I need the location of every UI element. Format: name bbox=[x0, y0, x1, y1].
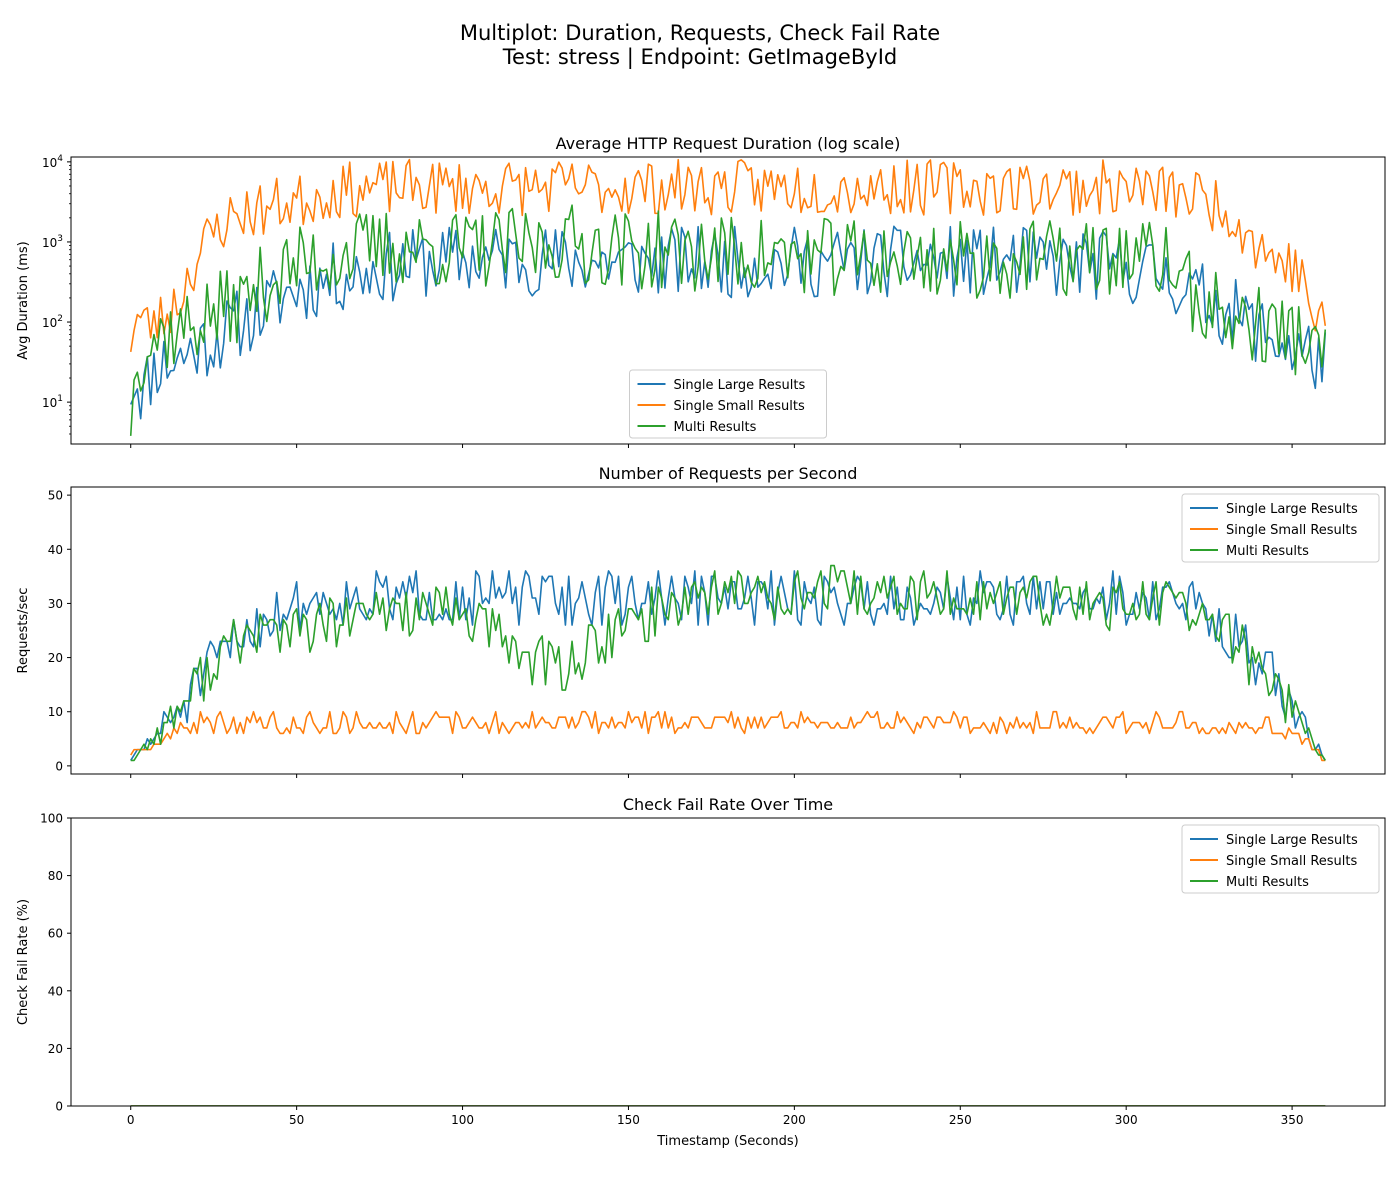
x-tick-label: 50 bbox=[289, 1113, 304, 1127]
plot-frame bbox=[70, 156, 1386, 445]
legend-label-single-large-results: Single Large Results bbox=[1226, 833, 1358, 848]
y-tick-label: 102 bbox=[42, 314, 63, 330]
panel-3: Check Fail Rate Over Time Check Fail Rate… bbox=[16, 795, 1386, 1149]
y-tick-label: 20 bbox=[48, 1042, 63, 1056]
series-line-multi-results bbox=[130, 564, 1326, 762]
y-tick-label: 20 bbox=[48, 651, 63, 665]
x-tick-label: 350 bbox=[1281, 1113, 1304, 1127]
legend-box bbox=[1181, 824, 1380, 894]
legend-label-single-small-results: Single Small Results bbox=[674, 399, 806, 414]
plot-frame bbox=[70, 817, 1386, 1107]
legend-label-single-large-results: Single Large Results bbox=[1226, 502, 1358, 517]
y-tick-label: 40 bbox=[48, 984, 63, 998]
x-axis-label: Timestamp (Seconds) bbox=[656, 1134, 798, 1149]
legend-label-multi-results: Multi Results bbox=[1226, 875, 1309, 890]
legend: Single Large Results Single Small Results… bbox=[629, 369, 827, 439]
y-tick-label: 10 bbox=[48, 705, 63, 719]
panel-2: Number of Requests per Second Requests/se… bbox=[16, 464, 1386, 778]
panel-title: Number of Requests per Second bbox=[599, 464, 858, 483]
legend-label-single-small-results: Single Small Results bbox=[1226, 854, 1358, 869]
y-tick-label: 100 bbox=[40, 812, 63, 826]
y-tick-label: 0 bbox=[55, 1100, 63, 1114]
figure-subtitle: Test: stress | Endpoint: GetImageById bbox=[502, 45, 898, 69]
legend-box bbox=[629, 369, 827, 439]
y-axis-label: Avg Duration (ms) bbox=[16, 241, 31, 359]
legend-label-single-large-results: Single Large Results bbox=[674, 378, 806, 393]
x-tick-label: 250 bbox=[949, 1113, 972, 1127]
y-axis-label: Check Fail Rate (%) bbox=[16, 899, 31, 1025]
y-tick-label: 60 bbox=[48, 927, 63, 941]
figure-title: Multiplot: Duration, Requests, Check Fai… bbox=[459, 21, 941, 45]
x-tick-label: 100 bbox=[451, 1113, 474, 1127]
x-tick-label: 150 bbox=[617, 1113, 640, 1127]
y-tick-label: 30 bbox=[48, 597, 63, 611]
x-tick-label: 300 bbox=[1115, 1113, 1138, 1127]
y-tick-label: 103 bbox=[42, 234, 63, 250]
series-line-single-large-results bbox=[130, 570, 1326, 761]
series-line-single-large-results bbox=[129, 225, 1327, 420]
plot-frame bbox=[70, 486, 1386, 775]
y-tick-label: 101 bbox=[42, 394, 63, 410]
legend-label-single-small-results: Single Small Results bbox=[1226, 523, 1358, 538]
legend: Single Large Results Single Small Results… bbox=[1181, 493, 1380, 563]
panel-title: Check Fail Rate Over Time bbox=[623, 795, 833, 814]
series-line-single-small-results bbox=[129, 158, 1327, 352]
x-tick-label: 0 bbox=[127, 1113, 135, 1127]
panel-title: Average HTTP Request Duration (log scale… bbox=[556, 134, 901, 153]
y-tick-label: 50 bbox=[48, 489, 63, 503]
panel-1: Average HTTP Request Duration (log scale… bbox=[16, 134, 1386, 448]
legend-label-multi-results: Multi Results bbox=[674, 420, 757, 435]
y-tick-label: 0 bbox=[55, 759, 63, 773]
y-tick-label: 104 bbox=[42, 154, 63, 170]
series-line-single-small-results bbox=[130, 710, 1326, 762]
y-tick-label: 40 bbox=[48, 543, 63, 557]
y-axis-label: Requests/sec bbox=[16, 588, 31, 674]
legend-box bbox=[1181, 493, 1380, 563]
x-tick-label: 200 bbox=[783, 1113, 806, 1127]
y-tick-label: 80 bbox=[48, 869, 63, 883]
legend-label-multi-results: Multi Results bbox=[1226, 544, 1309, 559]
series-line-multi-results bbox=[129, 204, 1327, 436]
legend: Single Large Results Single Small Results… bbox=[1181, 824, 1380, 894]
